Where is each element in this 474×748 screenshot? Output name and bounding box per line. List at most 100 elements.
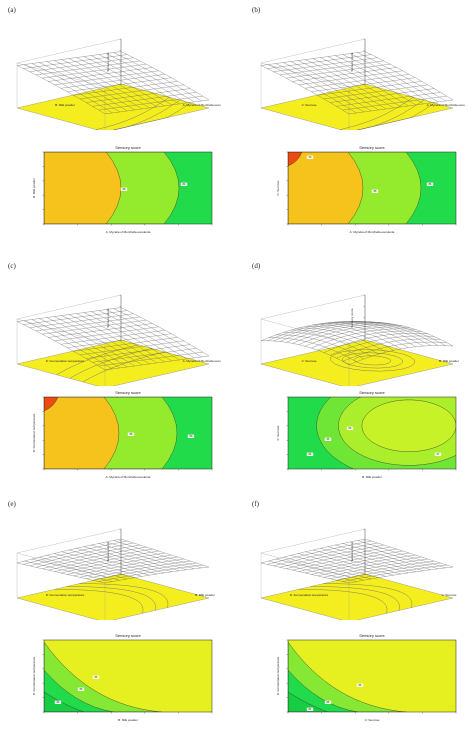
z-axis-label: Sensory score xyxy=(350,542,354,562)
floor-contour-line xyxy=(298,589,388,614)
back-axis-line xyxy=(16,38,122,64)
surface-mesh-line xyxy=(16,65,106,115)
surface-y-axis-label: C: Sucrose xyxy=(302,103,317,107)
surface-mesh-line xyxy=(268,64,357,114)
surface-mesh-line xyxy=(67,554,172,575)
contour-x-axis-label: A: Mycelia of Morchella esculenta xyxy=(106,475,151,479)
contour-level-label: 86 xyxy=(190,435,193,438)
contour-label-bg xyxy=(324,437,332,441)
surface-mesh-line xyxy=(16,321,106,371)
contour-level-label: 86 xyxy=(429,183,432,186)
surface-mesh-line xyxy=(305,551,394,576)
contour-frame xyxy=(43,396,213,470)
contour-label-bg xyxy=(346,426,354,430)
contour-fills xyxy=(288,397,456,469)
contour-x-axis-label: C: Sucrose xyxy=(365,718,380,722)
surface-mesh-line xyxy=(61,315,150,365)
surface-mesh-line xyxy=(286,546,391,569)
surface-mesh-line xyxy=(79,558,184,578)
surface-mesh-line xyxy=(312,549,402,575)
surface-mesh-line xyxy=(98,564,203,582)
panel-label-b: (b) xyxy=(252,6,261,14)
surface-mesh-line xyxy=(68,58,158,108)
surface-mesh-line xyxy=(311,77,416,92)
surface-mesh-line xyxy=(283,557,372,580)
surface-mesh-line xyxy=(73,337,178,352)
contour-title: Sensory score xyxy=(115,390,141,395)
surface-mesh-line xyxy=(92,92,197,107)
surface-mesh-line xyxy=(104,99,210,115)
surface-mesh-line xyxy=(86,560,191,579)
contour-level-label: 86 xyxy=(359,684,362,687)
contour-fills xyxy=(288,152,456,224)
contour-label-bg xyxy=(77,687,85,691)
back-axis-line xyxy=(260,318,350,344)
contour-title: Sensory score xyxy=(115,633,141,638)
surface-mesh-line xyxy=(290,555,379,578)
floor-contour-line xyxy=(56,344,139,375)
back-axis-line xyxy=(260,528,366,554)
contour-frame xyxy=(43,639,213,713)
surface-b: Sensory score C: Sucrose A: Mycelia of Mor… xyxy=(260,38,465,130)
surface-floor xyxy=(260,83,454,130)
surface-mesh-line xyxy=(336,92,441,107)
contour-title: Sensory score xyxy=(359,633,385,638)
contour-frame xyxy=(287,396,457,470)
back-axis-line xyxy=(16,528,122,554)
contour-level-label: 88 xyxy=(130,433,133,436)
contour-label-bg xyxy=(187,434,195,438)
contour-fills xyxy=(288,640,456,712)
surface-mesh-line xyxy=(46,555,135,578)
floor-contour-line xyxy=(310,586,400,611)
surface-mesh-line xyxy=(317,81,422,96)
surface-mesh-line xyxy=(298,553,387,577)
surface-mesh-line xyxy=(317,330,422,351)
surface-mesh-line xyxy=(79,84,184,100)
surface-a: Sensory score B: Milk powder A: Mycelia of… xyxy=(16,38,221,130)
contour-a: 88 89 Sensory score A: Mycelia of Morchella… xyxy=(32,145,213,234)
contour-level-label: 88 xyxy=(374,190,377,193)
surface-mesh-line xyxy=(275,334,364,360)
floor-contour-line xyxy=(79,583,169,608)
surface-floor xyxy=(16,573,210,620)
surface-mesh-line xyxy=(42,546,147,569)
contour-fills xyxy=(44,397,212,469)
contour-level-label: 85 xyxy=(327,438,330,441)
back-axis-line xyxy=(16,294,122,320)
contour-title: Sensory score xyxy=(359,390,385,395)
contour-level-label: 85 xyxy=(80,688,83,691)
contour-f: 86 85 84 Sensory score C: Sucrose D: Fermenta… xyxy=(276,633,457,722)
surface-mesh-line xyxy=(323,558,428,578)
z-axis-label: Sensory score xyxy=(106,542,110,562)
surface-mesh-line xyxy=(342,95,447,111)
floor-contour-line xyxy=(356,102,435,130)
surface-mesh-line xyxy=(290,61,379,111)
contour-y-axis-label: B: Milk powder xyxy=(32,178,36,198)
contour-level-label: 84 xyxy=(57,701,60,704)
surface-mesh-line xyxy=(92,562,197,581)
back-axis-line xyxy=(16,318,106,344)
surface-mesh-line xyxy=(330,335,435,356)
surface-floor xyxy=(260,339,454,386)
surface-mesh-line xyxy=(86,88,191,103)
surface-mesh-line xyxy=(279,544,384,568)
surface-mesh-line xyxy=(268,337,357,362)
surface-mesh-line xyxy=(61,551,150,576)
surface-mesh-line xyxy=(73,81,178,96)
contour-level-label: 89 xyxy=(183,183,186,186)
surface-mesh-line xyxy=(330,560,435,579)
surface-x-axis-label: A: Mycelia of Morchella esculenta xyxy=(183,103,221,107)
contour-label-bg xyxy=(306,707,314,711)
contour-label-bg xyxy=(180,182,188,186)
contour-region-high xyxy=(44,152,122,224)
contour-frame xyxy=(287,639,457,713)
surface-e: Sensory score D: Fermentation temperature… xyxy=(16,528,215,620)
panel-label-d: (d) xyxy=(252,262,261,270)
surface-mesh-line xyxy=(31,319,120,369)
contour-fills xyxy=(44,152,212,224)
contour-region-high xyxy=(361,399,456,452)
surface-mesh-line xyxy=(305,59,394,109)
z-axis-label: Sensory score xyxy=(350,308,354,328)
contour-label-bg xyxy=(54,700,62,704)
surface-d: Sensory score C: Sucrose B: Milk powder xyxy=(260,294,459,386)
